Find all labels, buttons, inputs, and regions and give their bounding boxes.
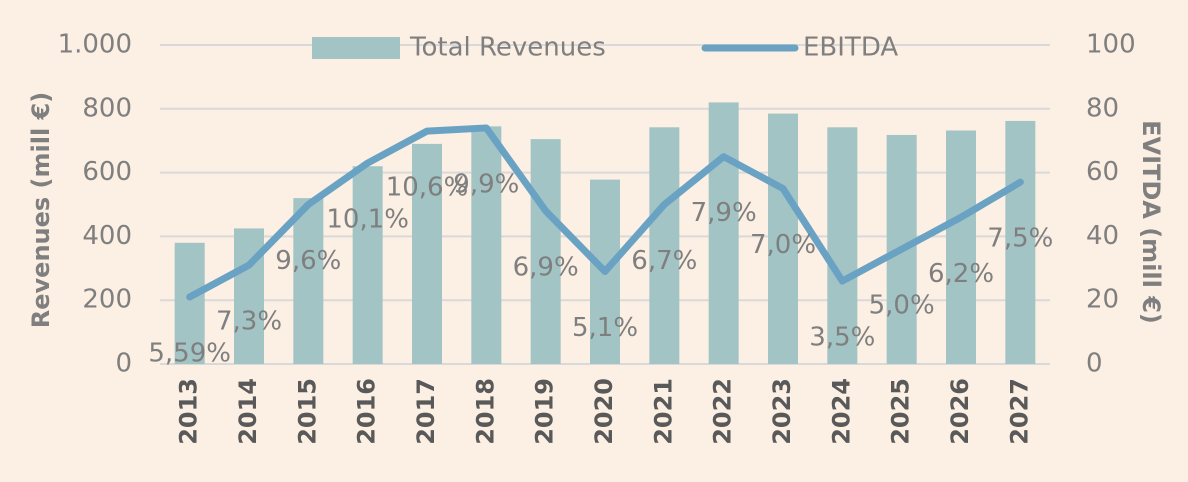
line: [186, 124, 1024, 301]
x-tick-label: 2014: [234, 378, 262, 445]
bar: [768, 113, 798, 365]
bar: [174, 242, 205, 364]
y-tick-label: 200: [82, 285, 132, 315]
legend-swatch: [312, 37, 400, 59]
x-tick-label: 2015: [293, 378, 321, 445]
bar: [827, 127, 858, 364]
bar: [946, 130, 976, 364]
data-label: 6,9%: [513, 252, 579, 282]
y2-tick-label: 80: [1086, 93, 1119, 123]
x-tick-label: 2027: [1005, 378, 1033, 445]
x-tick-label: 2017: [412, 378, 440, 445]
data-label: 5,59%: [148, 339, 231, 369]
bar: [1005, 120, 1036, 364]
x-tick-label: 2024: [827, 378, 855, 445]
data-label: 10,1%: [326, 205, 409, 235]
y2-tick-label: 0: [1086, 349, 1103, 379]
bar: [293, 198, 324, 364]
y2-tick-label: 40: [1086, 221, 1119, 251]
y-tick-label: 1.000: [58, 30, 132, 60]
x-tick-label: 2025: [887, 378, 915, 445]
data-label: 3,5%: [809, 323, 875, 353]
bar: [649, 127, 680, 364]
y-tick-label: 600: [82, 157, 132, 187]
x-tick-label: 2019: [531, 378, 559, 445]
y-tick-label: 800: [82, 93, 132, 123]
data-label: 9,9%: [453, 169, 519, 199]
bar: [234, 228, 264, 364]
data-label: 7,5%: [987, 224, 1053, 254]
data-label: 6,2%: [928, 259, 994, 289]
data-label: 7,9%: [691, 198, 757, 228]
x-tick-label: 2016: [353, 378, 381, 445]
data-label: 10,6%: [386, 173, 469, 203]
x-tick-label: 2022: [709, 378, 737, 445]
bar: [708, 102, 739, 365]
x-tick-label: 2023: [768, 378, 796, 445]
data-label: 5,1%: [572, 313, 638, 343]
legend-label: Total Revenues: [409, 33, 606, 63]
y2-axis-title: EVITDA (mill €): [1137, 120, 1165, 324]
y2-tick-label: 60: [1086, 157, 1119, 187]
y-tick-label: 400: [82, 221, 132, 251]
data-label: 6,7%: [631, 246, 697, 276]
x-tick-label: 2020: [590, 378, 618, 445]
y-axis-title: Revenues (mill €): [27, 92, 55, 328]
x-tick-label: 2026: [946, 378, 974, 445]
legend-label: EBITDA: [803, 33, 898, 63]
y2-tick-label: 100: [1086, 30, 1136, 60]
data-label: 5,0%: [869, 291, 935, 321]
data-label: 7,3%: [216, 307, 282, 337]
x-tick-label: 2018: [471, 378, 499, 445]
bar: [471, 126, 502, 364]
x-tick-label: 2013: [175, 378, 203, 445]
bar: [412, 143, 442, 364]
y2-tick-label: 20: [1086, 285, 1119, 315]
data-label: 9,6%: [275, 246, 341, 276]
bar: [352, 166, 383, 364]
data-label: 7,0%: [750, 230, 816, 260]
bar: [530, 139, 561, 364]
x-tick-label: 2021: [649, 378, 677, 445]
y-tick-label: 0: [115, 349, 132, 379]
